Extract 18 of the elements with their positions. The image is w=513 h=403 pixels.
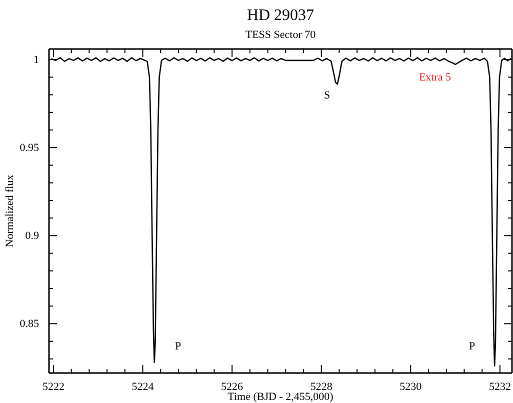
y-axis-title: Normalized flux [4,174,16,248]
annotation: P [174,340,182,353]
x-tick-label: 5228 [310,380,333,393]
chart-title: HD 29037 [246,7,314,24]
annotation: S [324,90,330,102]
y-tick-label: 0.85 [20,318,40,330]
x-tick-label: 5232 [488,380,511,393]
x-tick-label: 5226 [221,380,244,393]
y-tick-label: 1 [34,54,39,66]
x-tick-label: 5230 [400,380,422,393]
x-tick-label: 5222 [42,380,64,393]
annotation: Extra 5 [418,72,452,84]
y-tick-label: 0.95 [20,142,40,154]
x-axis-title: Time (BJD - 2,455,000) [228,391,334,403]
x-tick-label: 5224 [132,380,154,393]
y-tick-label: 0.9 [25,230,40,242]
chart-subtitle: TESS Sector 70 [245,29,316,41]
annotation: P [468,340,476,353]
